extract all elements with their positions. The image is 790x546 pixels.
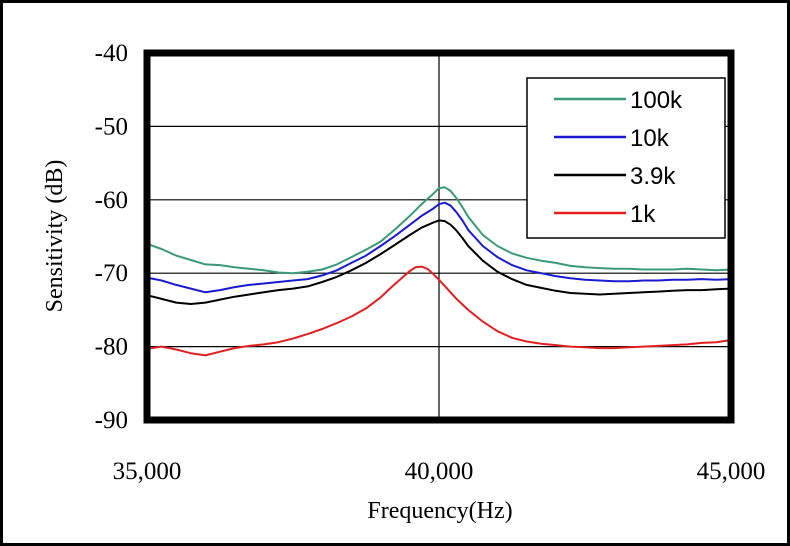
y-tick-label: -50 — [95, 113, 128, 140]
y-axis-label: Sensitivity (dB) — [42, 160, 68, 313]
legend-label: 3.9k — [630, 163, 676, 190]
y-tick-labels: -90 -80 -70 -60 -50 -40 — [95, 40, 128, 434]
y-tick-label: -60 — [95, 187, 128, 214]
series-line-3-9k — [146, 219, 732, 305]
series-line-100k — [146, 186, 732, 275]
x-tick-label: 45,000 — [697, 458, 766, 485]
legend-box — [526, 77, 726, 239]
x-axis-label: Frequency(Hz) — [367, 498, 512, 524]
series-lines — [146, 186, 732, 357]
legend-label: 10k — [630, 125, 670, 152]
y-tick-label: -90 — [95, 407, 128, 434]
y-tick-label: -80 — [95, 334, 128, 361]
legend-label: 100k — [630, 87, 683, 114]
legend: 100k 10k 3.9k 1k — [526, 77, 726, 239]
y-tick-label: -70 — [95, 260, 128, 287]
series-line-10k — [146, 201, 732, 294]
plot-area-border — [143, 49, 735, 424]
series-line-1k — [146, 265, 732, 357]
legend-label: 1k — [630, 201, 656, 228]
x-tick-labels: 35,000 40,000 45,000 — [113, 458, 766, 485]
y-tick-label: -40 — [95, 40, 128, 67]
x-tick-label: 40,000 — [405, 458, 474, 485]
x-tick-label: 35,000 — [113, 458, 182, 485]
